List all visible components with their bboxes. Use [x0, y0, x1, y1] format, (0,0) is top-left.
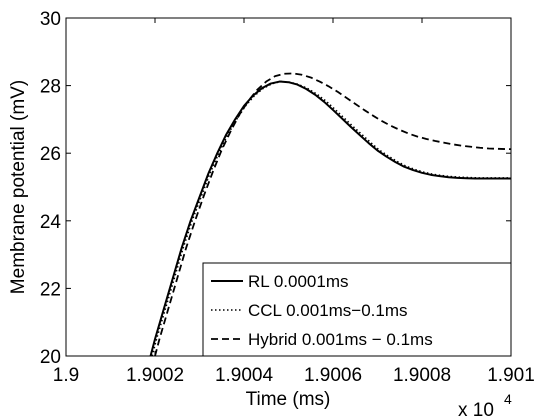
- x-tick-label-4: 1.9008: [393, 365, 451, 386]
- x-tick-label-2: 1.9004: [215, 365, 274, 386]
- series-line-0: [149, 80, 511, 356]
- series-line-2: [154, 72, 511, 356]
- x-tick-label-1: 1.9002: [126, 365, 184, 386]
- y-tick-label-4: 28: [40, 77, 61, 98]
- x-tick-label-3: 1.9006: [304, 365, 362, 386]
- y-tick-label-2: 24: [40, 212, 62, 233]
- legend-box: [202, 262, 512, 357]
- y-tick-label-3: 26: [40, 144, 61, 165]
- axis-ticks: 1.9 1.9002 1.9004 1.9006 1.9008 1.901 20 22 24 26…: [40, 9, 535, 386]
- series-layer: [149, 72, 511, 356]
- legend-label-1: CCL 0.001ms−0.1ms: [248, 301, 408, 320]
- series-line-1: [151, 80, 511, 356]
- legend: RL 0.0001ms CCL 0.001ms−0.1ms Hybrid 0.001…: [202, 262, 512, 357]
- x-axis-label: Time (ms): [246, 389, 331, 410]
- x-tick-label-5: 1.901: [487, 365, 535, 386]
- y-tick-label-0: 20: [40, 347, 61, 368]
- y-tick-label-5: 30: [40, 9, 61, 30]
- x-tick-label-0: 1.9: [53, 365, 79, 386]
- x-axis-multiplier-exponent: 4: [504, 391, 512, 407]
- x-axis-multiplier: x 10: [458, 400, 494, 418]
- legend-label-0: RL 0.0001ms: [248, 272, 348, 291]
- y-axis-label: Membrane potential (mV): [8, 80, 29, 294]
- legend-label-2: Hybrid 0.001ms − 0.1ms: [248, 330, 433, 349]
- y-tick-label-1: 22: [40, 279, 61, 300]
